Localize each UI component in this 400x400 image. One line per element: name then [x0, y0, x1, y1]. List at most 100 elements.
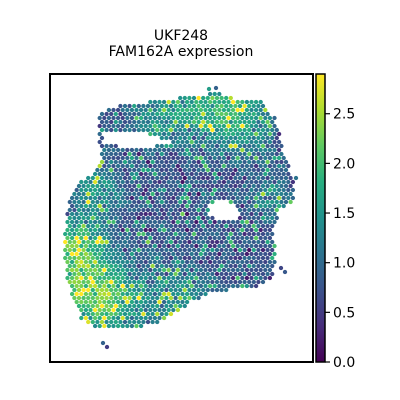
spot	[148, 203, 153, 209]
spot	[205, 119, 210, 125]
spot	[175, 251, 181, 257]
spot	[256, 263, 261, 269]
spot	[122, 295, 128, 301]
spot	[88, 179, 93, 185]
spot	[226, 163, 231, 169]
spot	[212, 259, 217, 265]
spot	[86, 239, 91, 245]
spot	[168, 159, 174, 165]
spot	[171, 139, 176, 145]
spot	[148, 307, 153, 313]
spot	[258, 163, 263, 169]
spot	[247, 143, 252, 149]
spot	[86, 247, 91, 253]
spot	[109, 215, 114, 221]
spot	[122, 311, 128, 317]
spot	[95, 303, 100, 309]
spot	[175, 211, 181, 217]
spot	[201, 135, 206, 141]
spot	[125, 243, 130, 249]
spot	[171, 179, 176, 185]
spot	[196, 135, 201, 141]
spot	[83, 195, 89, 201]
spot	[127, 191, 132, 197]
spot	[175, 107, 181, 113]
spot	[127, 271, 132, 277]
spot	[106, 323, 112, 329]
spot	[251, 135, 256, 141]
spot	[203, 235, 208, 241]
spot	[251, 199, 256, 205]
spot	[187, 167, 192, 173]
spot	[207, 107, 213, 113]
spot	[81, 279, 86, 285]
spot	[92, 211, 98, 217]
spot	[95, 279, 100, 285]
spot	[148, 235, 153, 241]
spot	[125, 259, 130, 265]
spot	[92, 291, 98, 297]
spot	[136, 159, 141, 165]
spot	[168, 191, 174, 197]
spot	[210, 103, 215, 109]
spot	[212, 227, 217, 233]
spot	[109, 143, 114, 149]
spot	[143, 275, 148, 281]
spot	[256, 279, 261, 285]
spot	[72, 247, 77, 253]
spot	[175, 243, 181, 249]
spot	[111, 283, 116, 289]
spot	[127, 103, 132, 109]
spot	[178, 271, 183, 277]
spot	[125, 291, 130, 297]
spot	[164, 143, 169, 149]
spot	[111, 235, 116, 241]
spot	[263, 171, 268, 177]
spot	[99, 191, 105, 197]
spot	[152, 299, 158, 305]
spot	[157, 195, 162, 201]
spot	[72, 223, 77, 229]
spot	[97, 163, 102, 169]
spot	[212, 275, 217, 281]
spot	[115, 163, 121, 169]
spot	[201, 287, 206, 293]
spot	[99, 255, 105, 261]
spot	[260, 143, 266, 149]
spot	[159, 191, 164, 197]
spot	[125, 307, 130, 313]
spot	[207, 131, 213, 137]
spot	[182, 183, 187, 189]
spot	[187, 271, 192, 277]
spot	[115, 211, 121, 217]
spot	[228, 95, 233, 101]
spot	[155, 143, 160, 149]
spot	[92, 251, 98, 257]
spot	[265, 127, 270, 133]
spot	[76, 231, 82, 237]
spot	[212, 171, 217, 177]
spot	[143, 227, 148, 233]
spot	[122, 215, 128, 221]
spot	[143, 211, 148, 217]
spot	[207, 283, 213, 289]
spot	[242, 255, 247, 261]
spot	[267, 251, 273, 257]
spot	[235, 147, 240, 153]
spot	[106, 227, 112, 233]
spot	[159, 303, 164, 309]
spot	[189, 243, 194, 249]
spot	[279, 191, 284, 197]
spot	[145, 199, 151, 205]
spot	[159, 103, 164, 109]
spot	[217, 275, 222, 281]
spot	[233, 159, 238, 165]
spot	[180, 275, 185, 281]
spot	[184, 219, 190, 225]
spot	[187, 223, 192, 229]
spot	[138, 235, 144, 241]
spot	[175, 307, 181, 313]
spot	[113, 167, 118, 173]
spot	[191, 263, 197, 269]
spot	[79, 211, 84, 217]
